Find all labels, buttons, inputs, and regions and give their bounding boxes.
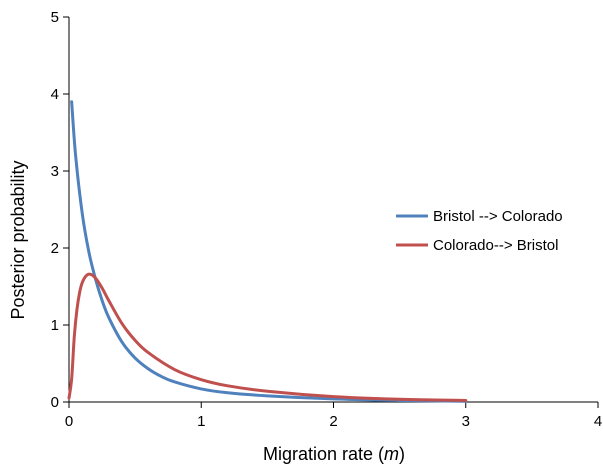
x-axis-title-text: Migration rate ( bbox=[263, 444, 384, 464]
x-tick-label: 0 bbox=[65, 413, 73, 430]
y-ticks: 0 1 2 3 4 5 bbox=[51, 9, 69, 411]
series-lines bbox=[67, 100, 468, 403]
y-tick-label: 5 bbox=[51, 9, 59, 26]
x-tick-label: 4 bbox=[594, 413, 602, 430]
y-tick-label: 2 bbox=[51, 240, 59, 257]
legend-label: Colorado--> Bristol bbox=[433, 237, 558, 254]
x-ticks: 0 1 2 3 4 bbox=[65, 402, 602, 430]
x-tick-label: 3 bbox=[462, 413, 470, 430]
series-line-1 bbox=[67, 272, 468, 402]
y-tick-label: 0 bbox=[51, 394, 59, 411]
legend-label: Bristol --> Colorado bbox=[433, 208, 563, 225]
x-tick-label: 1 bbox=[197, 413, 205, 430]
y-tick-label: 3 bbox=[51, 163, 59, 180]
x-tick-label: 2 bbox=[329, 413, 337, 430]
series-line-0 bbox=[70, 100, 468, 403]
x-axis-title-variable: m bbox=[384, 444, 399, 464]
y-axis-title: Posterior probability bbox=[8, 160, 28, 319]
legend: Bristol --> Colorado Colorado--> Bristol bbox=[396, 208, 563, 254]
y-tick-label: 4 bbox=[51, 86, 59, 103]
x-axis-title-close: ) bbox=[399, 444, 405, 464]
y-tick-label: 1 bbox=[51, 317, 59, 334]
x-axis-title: Migration rate (m) bbox=[263, 444, 405, 464]
